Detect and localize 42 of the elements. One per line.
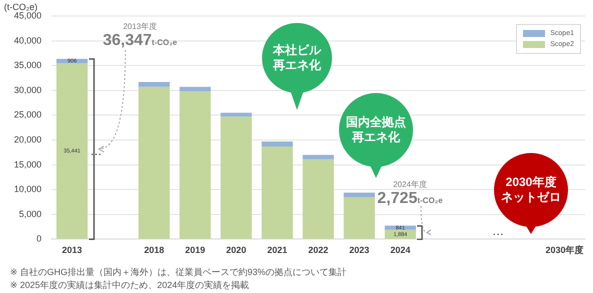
y-tick-label: 10,000 <box>14 184 42 194</box>
text: ※ 自社のGHG排出量（国内＋海外）は、従業員ベースで約93%の拠点について集計 <box>10 266 347 279</box>
y-axis-title: (t-CO₂e) <box>4 2 38 12</box>
x-tick-label: 2030年度 <box>545 245 584 256</box>
text: ※ 2025年度の実績は集計中のため、2024年度の実績を掲載 <box>10 279 250 292</box>
bar <box>262 146 293 239</box>
y-tick-label: 15,000 <box>14 159 42 170</box>
x-tick-label: 2024 <box>390 245 410 256</box>
y-tick-label: 30,000 <box>14 84 42 95</box>
y-tick-label: 25,000 <box>14 110 42 120</box>
bar <box>56 63 88 239</box>
y-tick-label: 40,000 <box>14 35 42 46</box>
x-tick-label: 2022 <box>308 245 328 256</box>
bar <box>138 82 170 87</box>
annotation: 本社ビル再エネ化 <box>272 43 322 73</box>
y-tick-label: 20,000 <box>14 134 42 144</box>
bar <box>220 112 252 117</box>
annotation: … <box>491 224 505 238</box>
x-tick-label: 2020 <box>226 245 246 256</box>
bar <box>344 192 375 198</box>
annotation: 2024年度 2,725t-CO₂e <box>376 180 444 209</box>
x-tick-label: 2023 <box>349 245 370 256</box>
bar <box>262 141 293 146</box>
x-tick-label: 2021 <box>267 245 288 256</box>
y-tick-label: 5,000 <box>18 208 42 219</box>
x-tick-label: 2018 <box>144 245 164 256</box>
bar <box>302 159 334 239</box>
bar <box>180 86 211 92</box>
annotation: 国内全拠点再エネ化 <box>345 115 407 145</box>
y-tick-label: 35,000 <box>14 60 42 70</box>
bar <box>180 91 211 239</box>
y-tick-label: 0 <box>36 234 42 244</box>
x-tick-label: 2013 <box>62 245 82 256</box>
bar <box>302 154 334 160</box>
bar <box>138 86 170 239</box>
x-tick-label: 2019 <box>185 245 206 256</box>
bar <box>220 116 252 239</box>
annotation: 2013年度 36,347t-CO₂e <box>102 22 178 51</box>
bar <box>344 197 375 239</box>
bar <box>384 226 416 230</box>
annotation: 2030年度ネットゼロ <box>500 175 562 205</box>
annotation: … <box>89 144 103 158</box>
